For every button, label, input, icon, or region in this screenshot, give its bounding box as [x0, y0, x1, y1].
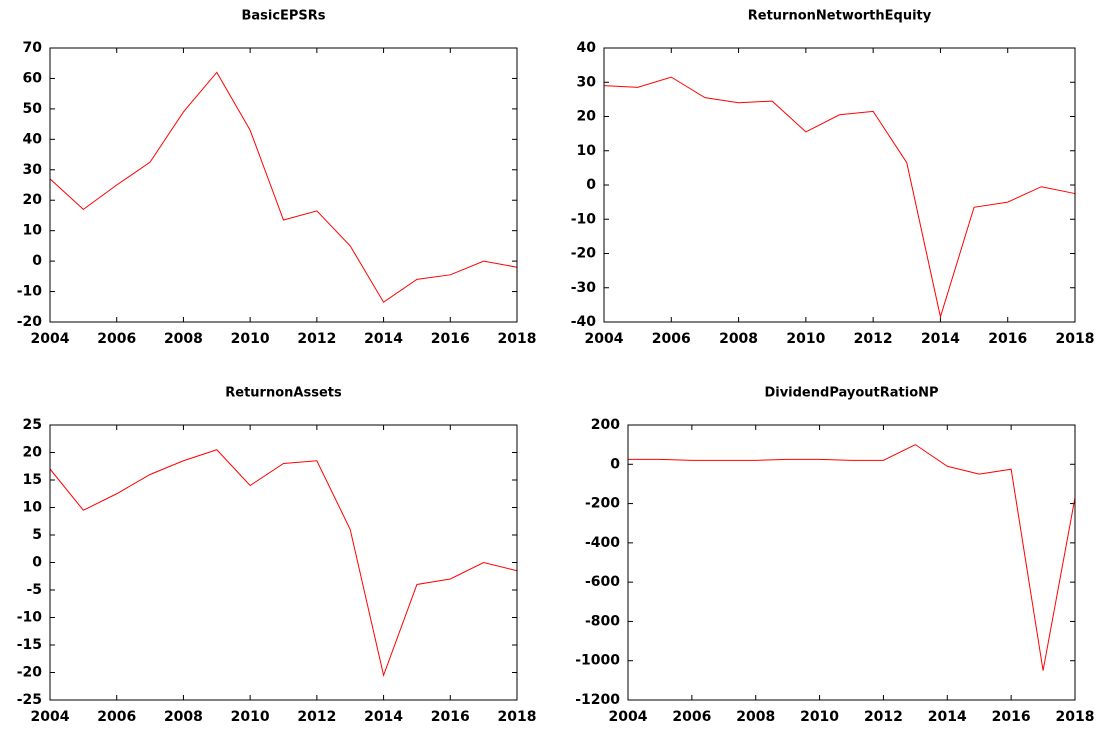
x-tick-label: 2004 [31, 709, 70, 725]
y-tick-label: 15 [23, 472, 42, 488]
y-tick-label: 20 [23, 192, 43, 208]
x-tick-label: 2004 [609, 709, 648, 725]
x-tick-label: 2012 [297, 331, 336, 347]
x-tick-label: 2012 [854, 331, 893, 347]
x-tick-label: 2010 [231, 331, 270, 347]
y-tick-label: -1000 [575, 653, 620, 669]
data-line [49, 449, 518, 678]
x-tick-label: 2006 [652, 331, 691, 347]
x-tick-label: 2006 [97, 709, 136, 725]
y-tick-label: -1200 [575, 692, 620, 708]
y-tick-label: 50 [23, 101, 43, 117]
y-tick-label: 10 [23, 500, 43, 516]
y-tick-label: -800 [585, 613, 620, 629]
x-tick-label: 2016 [992, 709, 1031, 725]
y-tick-label: -40 [571, 314, 597, 330]
y-tick-label: 40 [23, 131, 43, 147]
x-tick-label: 2010 [231, 709, 270, 725]
x-tick-label: 2018 [498, 709, 537, 725]
x-tick-label: 2018 [1056, 709, 1095, 725]
y-tick-label: -10 [17, 610, 43, 626]
x-tick-label: 2014 [928, 709, 967, 725]
data-line [628, 444, 1076, 671]
y-tick-label: -200 [585, 496, 620, 512]
x-tick-label: 2014 [364, 331, 403, 347]
x-tick-label: 2010 [800, 709, 839, 725]
x-tick-label: 2008 [164, 331, 203, 347]
x-tick-label: 2014 [921, 331, 960, 347]
x-tick-label: 2018 [1056, 331, 1095, 347]
plot-frame [627, 424, 1076, 701]
x-tick-label: 2012 [297, 709, 336, 725]
y-tick-label: 0 [32, 253, 42, 269]
y-tick-label: 20 [23, 445, 43, 461]
y-tick-label: -25 [17, 692, 42, 708]
x-tick-label: 2008 [719, 331, 758, 347]
x-tick-label: 2008 [164, 709, 203, 725]
y-tick-label: 20 [577, 109, 597, 125]
y-tick-label: 60 [23, 70, 43, 86]
y-tick-label: -5 [26, 582, 42, 598]
y-tick-label: 5 [32, 527, 42, 543]
x-tick-label: 2014 [364, 709, 403, 725]
y-tick-label: 0 [610, 456, 620, 472]
y-tick-label: -10 [571, 211, 597, 227]
x-tick-label: 2006 [672, 709, 711, 725]
y-tick-label: 30 [577, 74, 597, 90]
chart-title: BasicEPSRs [241, 9, 325, 24]
y-tick-label: 70 [23, 40, 43, 56]
x-tick-label: 2004 [585, 331, 624, 347]
x-tick-label: 2016 [988, 331, 1027, 347]
y-tick-label: -15 [17, 637, 42, 653]
chart-title: ReturnonNetworthEquity [748, 9, 932, 24]
x-tick-label: 2004 [31, 331, 70, 347]
x-tick-label: 2006 [97, 331, 136, 347]
plot-frame [49, 47, 518, 323]
y-tick-label: 30 [23, 162, 43, 178]
chart-title: DividendPayoutRatioNP [764, 386, 938, 401]
y-tick-label: -20 [571, 246, 597, 262]
y-tick-label: -20 [17, 314, 43, 330]
y-tick-label: -600 [585, 574, 620, 590]
y-tick-label: -10 [17, 284, 43, 300]
x-tick-label: 2008 [736, 709, 775, 725]
y-tick-label: -400 [585, 535, 620, 551]
x-tick-label: 2018 [498, 331, 537, 347]
data-line [603, 76, 1076, 319]
y-tick-label: 40 [577, 40, 597, 56]
y-tick-label: 10 [577, 143, 597, 159]
x-tick-label: 2016 [431, 331, 470, 347]
y-tick-label: 10 [23, 223, 43, 239]
y-tick-label: -30 [571, 280, 597, 296]
y-tick-label: 200 [591, 417, 620, 433]
y-tick-label: 0 [32, 555, 42, 571]
y-tick-label: -20 [17, 665, 43, 681]
plot-frame [49, 424, 518, 701]
chart-title: ReturnonAssets [225, 386, 342, 401]
y-tick-label: 25 [23, 417, 42, 433]
x-tick-label: 2010 [786, 331, 825, 347]
x-tick-label: 2016 [431, 709, 470, 725]
data-line [49, 71, 518, 303]
plot-frame [603, 47, 1076, 323]
x-tick-label: 2012 [864, 709, 903, 725]
y-tick-label: 0 [586, 177, 596, 193]
